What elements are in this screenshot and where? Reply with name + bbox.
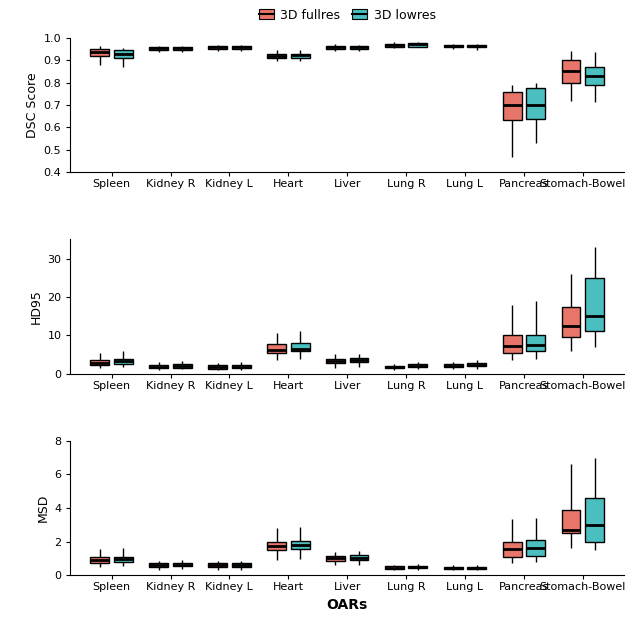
Bar xyxy=(208,365,227,368)
Bar xyxy=(349,358,369,362)
Bar xyxy=(291,54,310,58)
Legend: 3D fullres, 3D lowres: 3D fullres, 3D lowres xyxy=(256,6,438,25)
Bar xyxy=(526,336,545,351)
Bar xyxy=(208,46,227,49)
Bar xyxy=(502,542,522,557)
Bar xyxy=(585,277,604,331)
Bar xyxy=(444,45,463,47)
Bar xyxy=(149,47,168,50)
Bar xyxy=(90,360,109,365)
Bar xyxy=(408,43,428,47)
Bar xyxy=(385,44,404,47)
Bar xyxy=(326,556,345,561)
Bar xyxy=(149,365,168,368)
Bar xyxy=(326,46,345,49)
Bar xyxy=(349,46,369,49)
Bar xyxy=(467,45,486,47)
Bar xyxy=(585,498,604,542)
Bar xyxy=(208,563,227,567)
Bar xyxy=(114,557,133,562)
Bar xyxy=(267,542,286,550)
Bar xyxy=(585,68,604,85)
Bar xyxy=(444,364,463,367)
Bar xyxy=(90,49,109,56)
Bar xyxy=(173,365,192,368)
Bar xyxy=(385,566,404,569)
Bar xyxy=(267,344,286,353)
Bar xyxy=(502,92,522,119)
Y-axis label: DSC Score: DSC Score xyxy=(26,72,40,138)
Bar xyxy=(385,366,404,368)
Bar xyxy=(467,363,486,367)
Bar xyxy=(561,307,580,337)
Bar xyxy=(526,540,545,556)
Bar xyxy=(173,562,192,566)
Bar xyxy=(349,556,369,561)
Bar xyxy=(502,336,522,353)
Bar xyxy=(444,567,463,569)
Bar xyxy=(149,563,168,567)
Bar xyxy=(291,541,310,549)
Bar xyxy=(232,365,251,368)
Y-axis label: HD95: HD95 xyxy=(30,289,43,324)
Bar xyxy=(408,365,428,367)
Bar xyxy=(326,359,345,363)
Bar xyxy=(90,557,109,562)
Bar xyxy=(408,566,428,568)
Bar xyxy=(561,60,580,83)
Bar xyxy=(467,567,486,569)
Bar xyxy=(232,46,251,49)
Bar xyxy=(561,509,580,533)
Bar xyxy=(173,47,192,49)
Bar xyxy=(114,359,133,364)
Bar xyxy=(526,88,545,119)
Bar xyxy=(232,563,251,567)
X-axis label: OARs: OARs xyxy=(326,598,368,612)
Bar xyxy=(114,51,133,58)
Bar xyxy=(291,343,310,351)
Bar xyxy=(267,54,286,58)
Y-axis label: MSD: MSD xyxy=(37,494,50,522)
